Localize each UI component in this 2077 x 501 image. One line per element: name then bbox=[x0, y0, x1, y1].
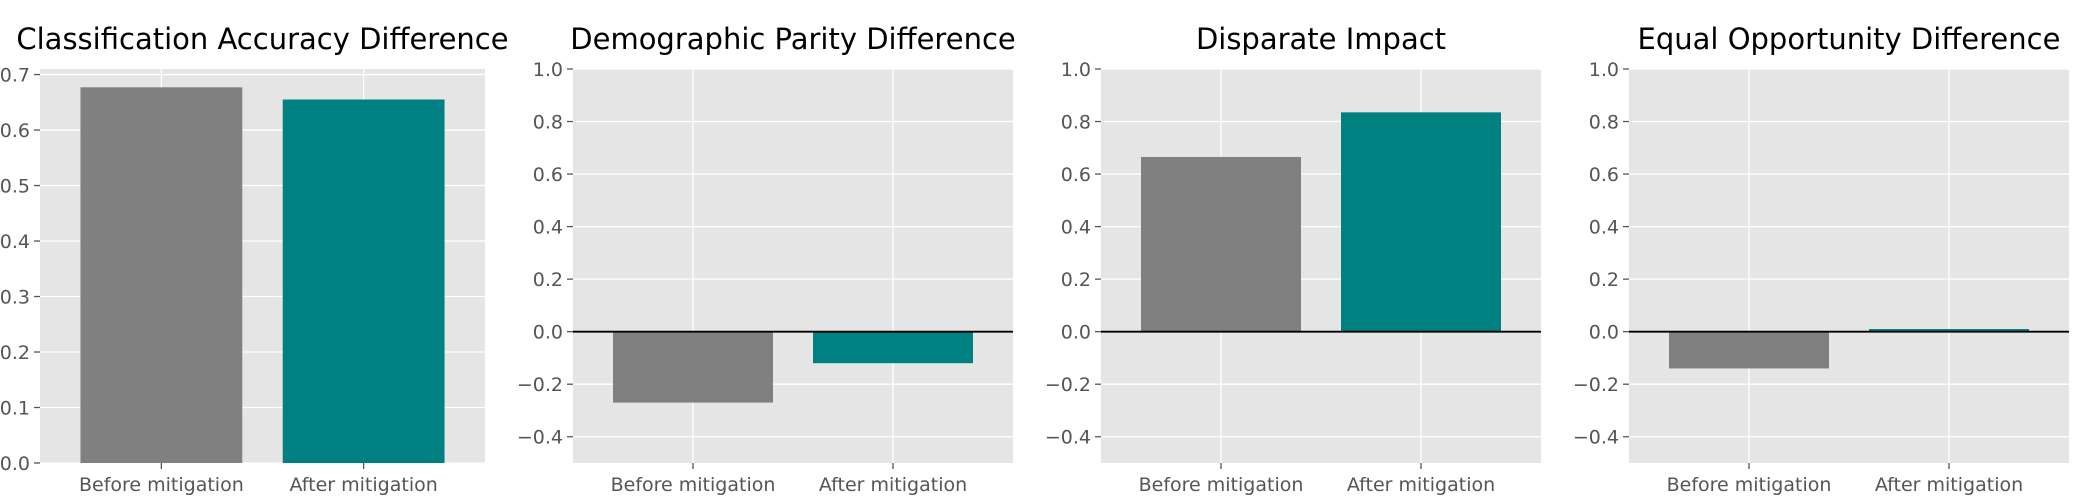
chart-panel-2: −0.4 −0.2 0.0 0.2 0.4 0.6 0.8 1.0 Before mitigat… bbox=[517, 22, 1016, 496]
y-tick-label: 0.6 bbox=[1061, 164, 1091, 186]
chart-title: Equal Opportunity Difference bbox=[1638, 22, 2061, 56]
chart-title: Demographic Parity Difference bbox=[570, 22, 1015, 56]
chart-title: Disparate Impact bbox=[1196, 22, 1446, 56]
y-tick-label: 0.4 bbox=[1061, 217, 1091, 239]
bar-after-mitigation bbox=[1341, 112, 1501, 332]
x-tick-label: After mitigation bbox=[289, 474, 437, 496]
bar-before-mitigation bbox=[1669, 331, 1829, 369]
plot-area bbox=[1629, 69, 2069, 463]
chart-panel-3: −0.4 −0.2 0.0 0.2 0.4 0.6 0.8 1.0 Before mitigat… bbox=[1045, 22, 1541, 496]
y-tick-label: 0.4 bbox=[0, 231, 30, 253]
y-tick-label: 0.8 bbox=[1589, 112, 1619, 134]
bar-before-mitigation bbox=[613, 331, 773, 403]
plot-area bbox=[573, 69, 1013, 463]
y-tick-label: 0.8 bbox=[1061, 112, 1091, 134]
y-tick-label: 1.0 bbox=[1589, 59, 1619, 81]
y-tick-label: −0.2 bbox=[517, 374, 563, 396]
y-tick-label: 0.6 bbox=[0, 120, 30, 142]
y-tick-label: 0.8 bbox=[533, 112, 563, 134]
x-tick-label: After mitigation bbox=[819, 474, 967, 496]
y-tick-label: 0.2 bbox=[1061, 269, 1091, 291]
y-tick-label: 0.7 bbox=[0, 65, 30, 87]
bar-before-mitigation bbox=[80, 87, 243, 463]
y-tick-label: 0.2 bbox=[1589, 269, 1619, 291]
y-tick-label: −0.4 bbox=[517, 427, 563, 449]
y-tick-label: −0.4 bbox=[1573, 427, 1619, 449]
y-tick-label: 0.0 bbox=[0, 453, 30, 475]
y-tick-label: 0.2 bbox=[0, 342, 30, 364]
chart-panel-4: −0.4 −0.2 0.0 0.2 0.4 0.6 0.8 1.0 Before mitigat… bbox=[1573, 22, 2069, 496]
y-tick-label: 0.4 bbox=[533, 217, 563, 239]
bar-after-mitigation bbox=[813, 331, 973, 364]
x-tick-label: Before mitigation bbox=[611, 474, 776, 496]
y-tick-label: 1.0 bbox=[533, 59, 563, 81]
x-tick-label: Before mitigation bbox=[79, 474, 244, 496]
x-tick-label: Before mitigation bbox=[1139, 474, 1304, 496]
y-tick-label: 0.2 bbox=[533, 269, 563, 291]
y-tick-label: 0.6 bbox=[1589, 164, 1619, 186]
y-tick-label: 0.5 bbox=[0, 176, 30, 198]
y-tick-label: 0.0 bbox=[533, 322, 563, 344]
chart-title: Classification Accuracy Difference bbox=[16, 22, 508, 56]
chart-panel-1: 0.0 0.1 0.2 0.3 0.4 0.5 0.6 0.7 Before mitigatio… bbox=[0, 22, 509, 496]
y-tick-label: 0.4 bbox=[1589, 217, 1619, 239]
y-tick-label: 0.0 bbox=[1061, 322, 1091, 344]
x-tick-label: After mitigation bbox=[1875, 474, 2023, 496]
y-tick-label: 0.1 bbox=[0, 398, 30, 420]
y-tick-label: 1.0 bbox=[1061, 59, 1091, 81]
x-tick-label: After mitigation bbox=[1347, 474, 1495, 496]
bar-before-mitigation bbox=[1141, 156, 1301, 332]
bar-after-mitigation bbox=[282, 99, 445, 464]
y-tick-label: −0.2 bbox=[1045, 374, 1091, 396]
y-tick-label: 0.3 bbox=[0, 287, 30, 309]
y-tick-label: −0.2 bbox=[1573, 374, 1619, 396]
y-tick-label: 0.0 bbox=[1589, 322, 1619, 344]
bar-after-mitigation bbox=[1869, 329, 2029, 332]
x-tick-label: Before mitigation bbox=[1667, 474, 1832, 496]
y-tick-label: 0.6 bbox=[533, 164, 563, 186]
y-tick-label: −0.4 bbox=[1045, 427, 1091, 449]
